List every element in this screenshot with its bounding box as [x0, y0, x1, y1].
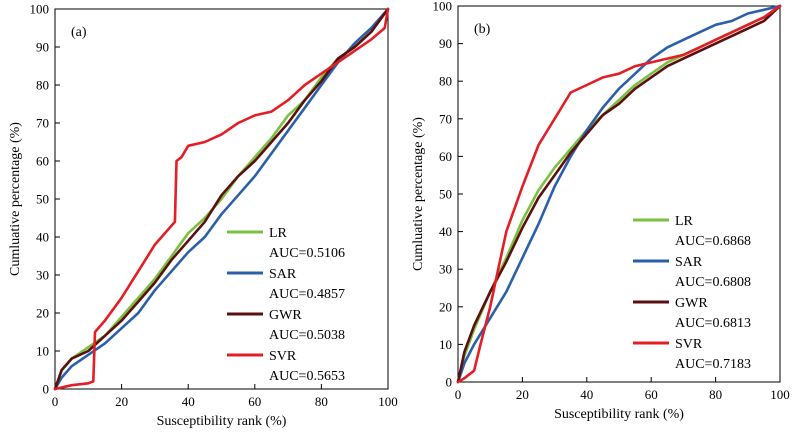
y-tick-label: 30 — [439, 262, 452, 277]
legend-label-sar: SAR — [675, 255, 703, 270]
legend-auc-gwr: AUC=0.6813 — [675, 316, 751, 331]
legend-label-svr: SVR — [269, 349, 297, 364]
y-tick-label: 70 — [36, 116, 49, 131]
x-tick-label: 60 — [248, 394, 261, 409]
y-tick-label: 80 — [36, 78, 49, 93]
x-tick-label: 40 — [580, 387, 593, 402]
panel-label: (a) — [71, 25, 87, 40]
y-tick-label: 10 — [439, 337, 452, 352]
y-tick-label: 90 — [439, 36, 452, 51]
y-tick-label: 20 — [36, 306, 49, 321]
x-axis-title: Susceptibility rank (%) — [554, 407, 684, 422]
y-tick-label: 20 — [439, 299, 452, 314]
y-tick-label: 0 — [446, 375, 453, 390]
legend-auc-svr: AUC=0.7183 — [675, 357, 751, 372]
panel-label: (b) — [474, 22, 491, 37]
y-tick-label: 40 — [439, 224, 452, 239]
series-line-sar — [53, 7, 390, 391]
chart-panel-a: 0 10 20 30 40 50 60 70 80 90 100 0 20 40 60 80 100 Suscep… — [8, 2, 398, 430]
y-tick-label: 60 — [439, 149, 452, 164]
legend-auc-sar: AUC=0.4857 — [269, 287, 345, 302]
legend-auc-svr: AUC=0.5653 — [269, 369, 345, 384]
x-tick-label: 0 — [455, 387, 462, 402]
y-tick-label: 50 — [36, 192, 49, 207]
x-tick-label: 20 — [516, 387, 529, 402]
x-tick-label: 20 — [115, 394, 128, 409]
y-tick-label: 80 — [439, 74, 452, 89]
legend-label-gwr: GWR — [269, 308, 302, 323]
y-tick-label: 60 — [36, 154, 49, 169]
x-tick-label: 40 — [182, 394, 195, 409]
series-line-sar — [456, 4, 782, 384]
y-axis-title: Cumluative percentage (%) — [411, 117, 426, 271]
y-tick-label: 10 — [36, 344, 49, 359]
series-line-svr — [456, 4, 782, 384]
x-tick-label: 100 — [770, 387, 790, 402]
legend-label-lr: LR — [269, 226, 288, 241]
legend-label-svr: SVR — [675, 337, 703, 352]
y-tick-label: 50 — [439, 187, 452, 202]
y-tick-label: 30 — [36, 268, 49, 283]
x-tick-label: 0 — [52, 394, 59, 409]
series-line-svr — [53, 7, 390, 391]
legend-auc-lr: AUC=0.6868 — [675, 234, 751, 249]
x-tick-label: 100 — [378, 394, 398, 409]
series-line-gwr — [53, 7, 390, 391]
x-tick-label: 60 — [645, 387, 658, 402]
legend-auc-gwr: AUC=0.5038 — [269, 328, 345, 343]
legend-label-gwr: GWR — [675, 296, 708, 311]
y-tick-label: 0 — [43, 382, 50, 397]
legend: LR AUC=0.6868 SAR AUC=0.6808 GWR AUC=0.6813 SV… — [633, 214, 751, 372]
y-tick-label: 40 — [36, 230, 49, 245]
y-tick-label: 70 — [439, 111, 452, 126]
chart-panel-b: 0 10 20 30 40 50 60 70 80 90 100 0 20 40 60 80 100 Suscep… — [411, 0, 790, 422]
series-line-gwr — [456, 4, 782, 384]
y-tick-label: 90 — [36, 40, 49, 55]
y-axis-title: Cumluative percentage (%) — [8, 122, 23, 276]
y-tick-label: 100 — [30, 2, 50, 17]
legend-auc-lr: AUC=0.5106 — [269, 246, 345, 261]
legend: LR AUC=0.5106 SAR AUC=0.4857 GWR AUC=0.5038 SV… — [227, 226, 345, 384]
legend-label-lr: LR — [675, 214, 694, 229]
x-tick-label: 80 — [709, 387, 722, 402]
x-axis-title: Susceptibility rank (%) — [157, 414, 287, 429]
legend-auc-sar: AUC=0.6808 — [675, 275, 751, 290]
legend-label-sar: SAR — [269, 267, 297, 282]
x-tick-label: 80 — [315, 394, 328, 409]
y-tick-label: 100 — [433, 0, 453, 14]
